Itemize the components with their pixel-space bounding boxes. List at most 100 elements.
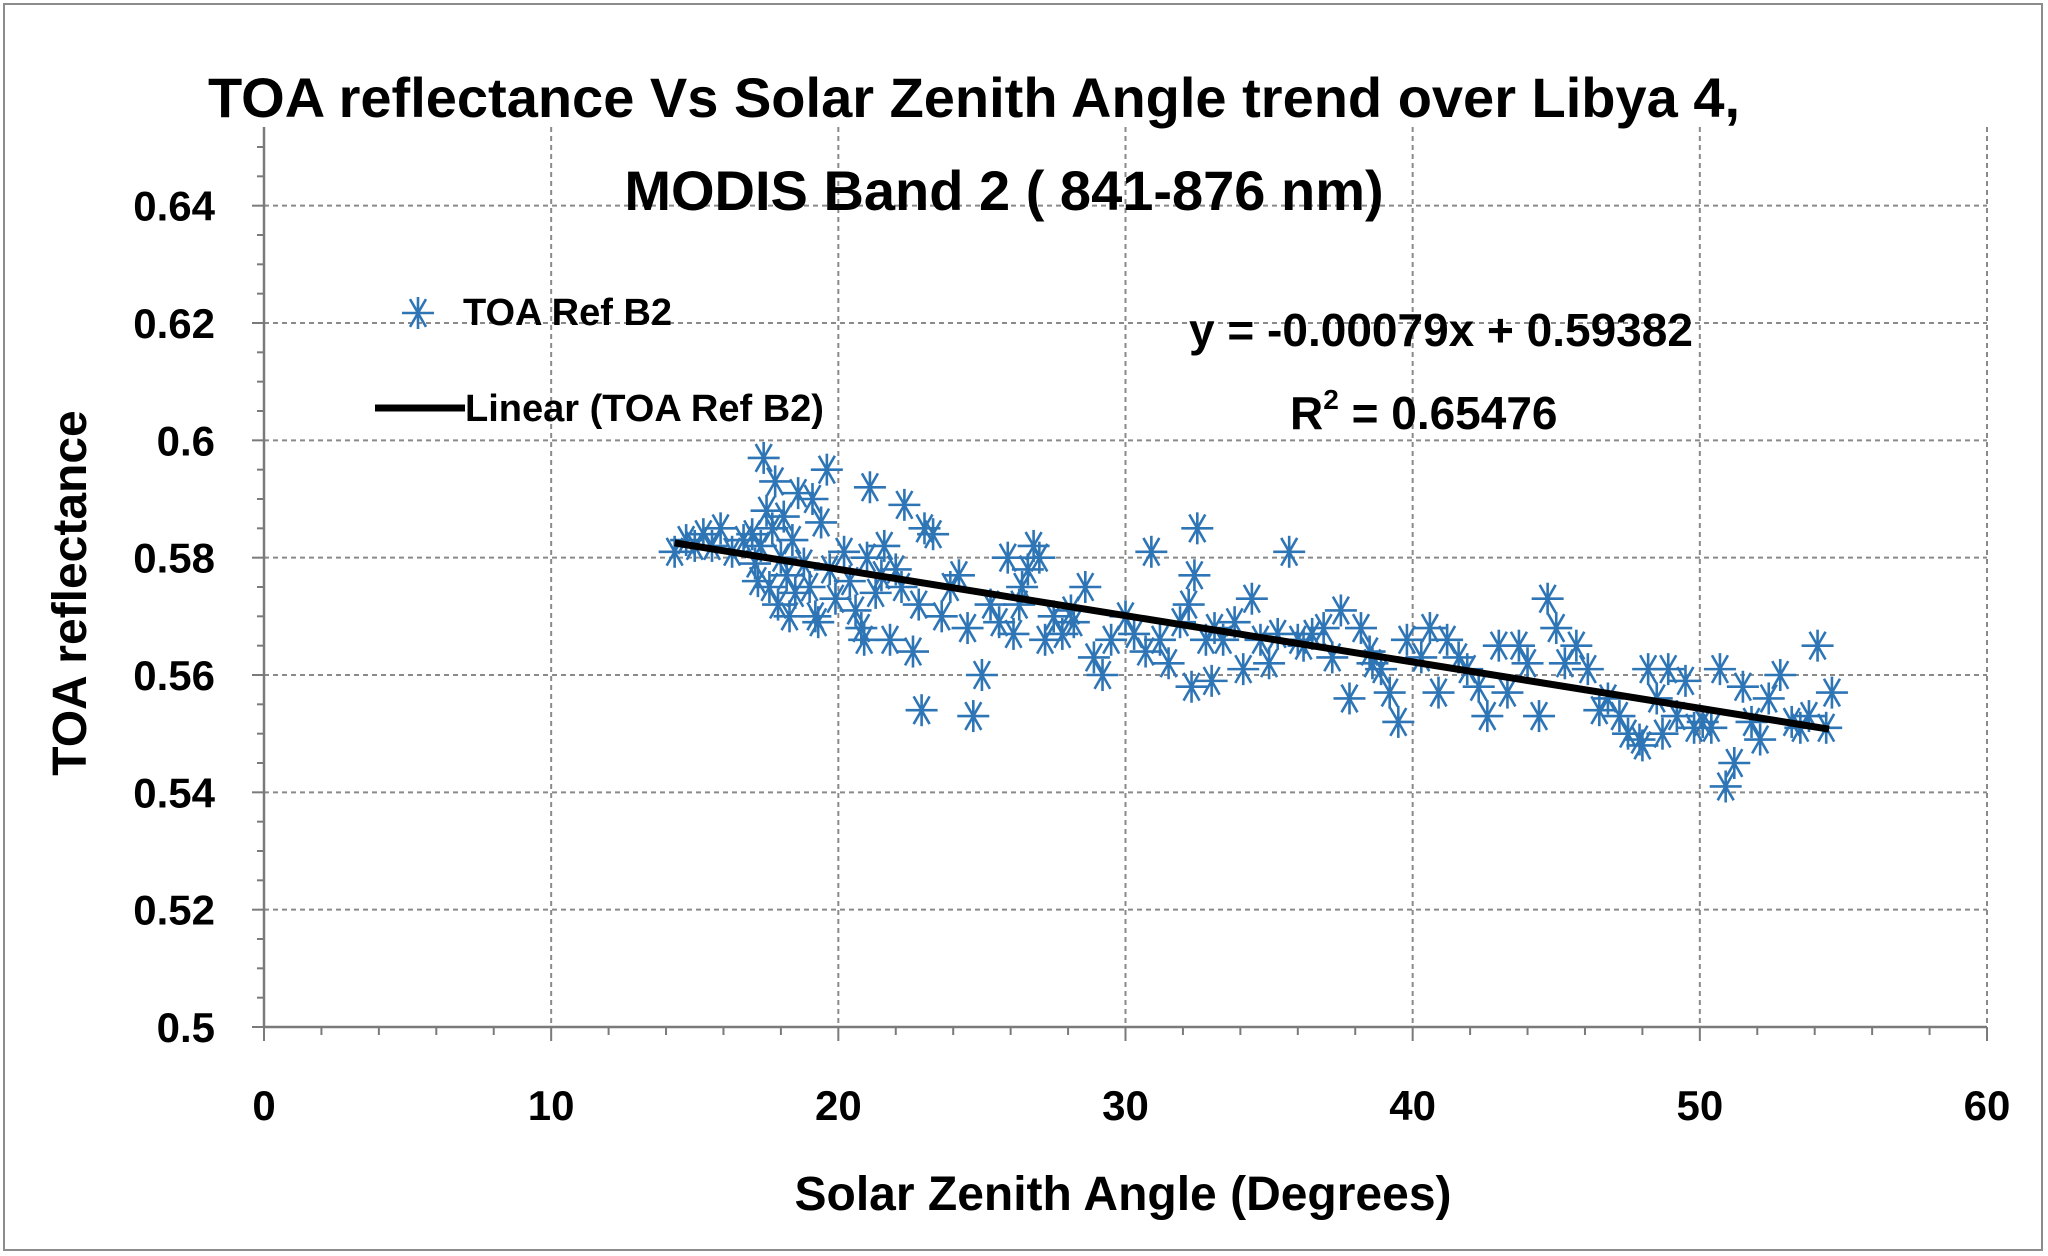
data-point: [1344, 612, 1377, 645]
x-tick-label: 60: [1964, 1082, 2011, 1129]
data-point: [853, 471, 886, 504]
r2-superscript: 2: [1323, 384, 1339, 415]
data-point: [905, 694, 938, 727]
data-point: [1382, 705, 1415, 738]
data-point: [1178, 559, 1211, 592]
y-tick-label: 0.62: [133, 300, 215, 347]
trend-layer: [674, 539, 1830, 733]
data-point: [957, 700, 990, 733]
data-point: [1195, 664, 1228, 697]
data-point: [1086, 659, 1119, 691]
data-point: [1652, 653, 1685, 686]
data-point: [1815, 676, 1848, 709]
points-layer: [658, 441, 1848, 803]
x-tick-label: 40: [1389, 1082, 1436, 1129]
data-point: [1373, 676, 1406, 709]
data-point: [888, 488, 921, 521]
data-point: [1307, 612, 1340, 645]
data-point: [1273, 535, 1306, 568]
y-tick-label: 0.5: [157, 1004, 215, 1051]
data-point: [1531, 582, 1564, 615]
data-point: [951, 612, 984, 645]
data-point: [1175, 670, 1208, 703]
data-point: [1626, 729, 1659, 762]
data-point: [1077, 641, 1110, 674]
data-point: [965, 659, 998, 691]
x-tick-label: 10: [528, 1082, 575, 1129]
data-point: [1023, 541, 1056, 574]
data-point: [991, 541, 1024, 574]
trendline: [674, 539, 1830, 733]
data-point: [1502, 629, 1535, 662]
data-point: [1135, 535, 1168, 568]
data-point: [747, 441, 780, 474]
data-point: [1560, 629, 1593, 662]
data-point: [983, 606, 1016, 639]
data-point: [1703, 653, 1736, 686]
y-tick-label: 0.56: [133, 652, 215, 699]
y-tick-label: 0.64: [133, 183, 215, 230]
data-point: [759, 465, 792, 498]
legend-trend-label: Linear (TOA Ref B2): [465, 388, 824, 430]
data-point: [1422, 676, 1455, 709]
data-point: [1511, 647, 1544, 680]
legend-scatter-label: TOA Ref B2: [463, 292, 672, 334]
data-point: [1253, 647, 1286, 680]
chart-frame: [3, 3, 2043, 1251]
data-point: [925, 600, 958, 633]
data-point: [1324, 594, 1357, 627]
axis-layer: 0.5 0.52 0.54 0.56 0.58 0.6 0.62 0.64 0 10 20 30 40 5…: [133, 127, 2010, 1129]
data-point: [741, 565, 774, 598]
data-point: [1540, 612, 1573, 645]
x-tick-label: 30: [1102, 1082, 1149, 1129]
data-point: [851, 541, 884, 574]
data-point: [773, 600, 806, 633]
data-point: [1261, 617, 1294, 650]
x-tick-label: 0: [252, 1082, 275, 1129]
data-point: [997, 617, 1030, 650]
data-point: [1172, 588, 1205, 621]
data-point: [776, 524, 809, 557]
data-point: [1764, 659, 1797, 691]
data-point: [1801, 629, 1834, 662]
data-point: [1709, 770, 1742, 803]
data-point: [1603, 700, 1636, 733]
data-point: [1333, 682, 1366, 715]
data-point: [1235, 582, 1268, 615]
data-point: [1726, 670, 1759, 703]
data-point: [1143, 623, 1176, 656]
y-tick-label: 0.54: [133, 769, 215, 816]
data-point: [1523, 700, 1556, 733]
grid-layer: [264, 127, 1988, 1027]
data-point: [1571, 653, 1604, 686]
trend-r-squared: R2 = 0.65476: [1290, 384, 1558, 439]
data-point: [1669, 664, 1702, 697]
data-point: [1095, 623, 1128, 656]
chart-title-line-1: TOA reflectance Vs Solar Zenith Angle tr…: [208, 66, 1740, 129]
data-point: [896, 635, 929, 668]
data-point: [802, 606, 835, 639]
data-point: [704, 512, 737, 545]
legend-asterisk-icon: [402, 297, 434, 329]
data-point: [793, 571, 826, 603]
x-tick-label: 20: [815, 1082, 862, 1129]
x-axis-label: Solar Zenith Angle (Degrees): [795, 1168, 1452, 1221]
data-point: [1227, 653, 1260, 686]
data-point: [828, 535, 861, 568]
x-tick-label: 50: [1676, 1082, 1723, 1129]
data-point: [1390, 623, 1423, 656]
data-point: [1718, 747, 1751, 779]
data-point: [1471, 700, 1504, 733]
r2-value: = 0.65476: [1339, 387, 1558, 439]
data-point: [1152, 647, 1185, 680]
legend-marker-icon: [402, 297, 434, 329]
y-axis-label: TOA reflectance: [44, 410, 97, 775]
data-point: [819, 582, 852, 615]
data-point: [1029, 623, 1062, 656]
y-tick-label: 0.58: [133, 535, 215, 582]
data-point: [902, 588, 935, 621]
data-point: [1735, 705, 1768, 738]
data-point: [1181, 512, 1214, 545]
chart-title-line-2: MODIS Band 2 ( 841-876 nm): [624, 159, 1383, 222]
data-point: [917, 518, 950, 551]
